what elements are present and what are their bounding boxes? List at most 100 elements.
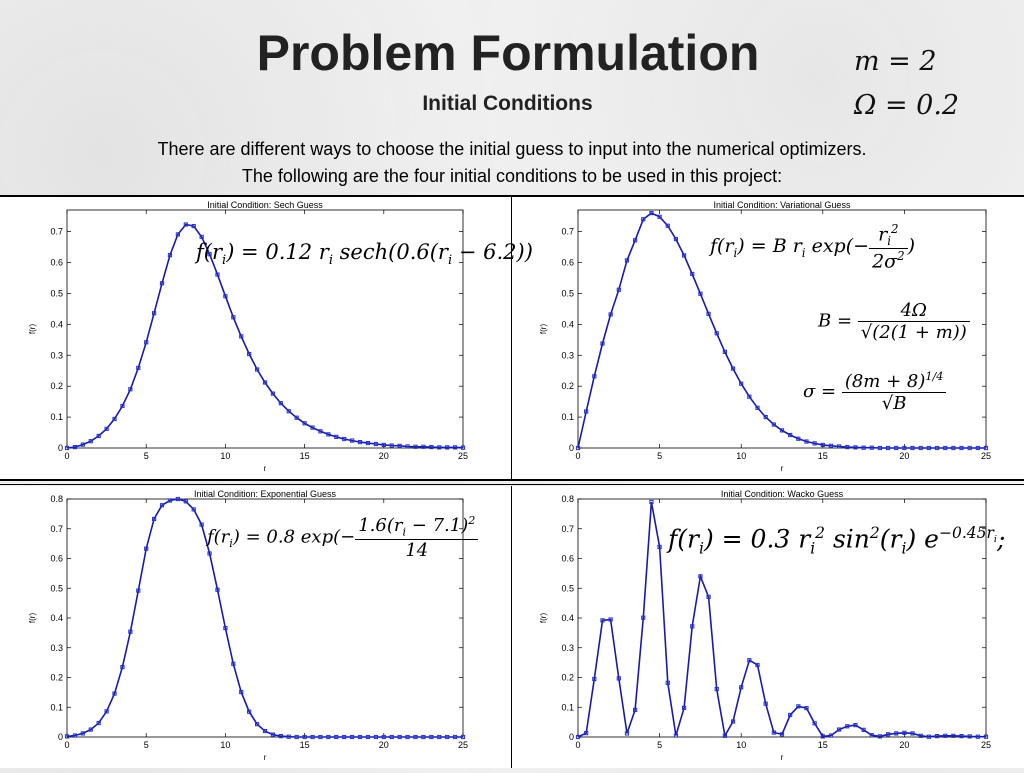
data-point [641,217,646,222]
data-point [804,439,809,444]
data-point [207,551,212,556]
data-point [959,445,964,451]
data-point [951,733,956,738]
data-point [820,734,825,739]
x-tick-label: 5 [144,451,149,461]
data-point [254,367,260,372]
data-point [96,433,101,439]
y-tick-label: 0.2 [50,673,63,683]
data-point [845,444,850,450]
middle-divider [0,479,1024,481]
data-point [584,409,589,414]
plot-area [577,209,987,449]
data-point [231,315,236,320]
y-tick-label: 0.8 [50,494,63,504]
data-point [365,440,371,446]
y-tick-label: 0 [58,732,63,742]
data-point [739,381,744,386]
data-point [167,253,173,258]
y-tick-label: 0.4 [50,613,63,623]
data-point [885,732,891,737]
data-point [334,434,339,439]
data-point [608,312,613,317]
data-point [820,442,825,448]
data-point [278,401,283,406]
y-tick-label: 0.5 [561,288,574,298]
y-axis-label: f(r) [28,324,37,335]
data-point [657,214,662,219]
x-axis-label: r [781,464,784,473]
param-m: m = 2 [854,46,937,77]
x-tick-label: 10 [220,740,230,750]
y-tick-label: 0.4 [561,613,574,623]
x-tick-label: 15 [300,740,310,750]
data-point [616,676,621,681]
data-point [389,443,394,448]
data-point [254,722,260,727]
data-point [452,445,458,450]
x-tick-label: 10 [736,451,746,461]
y-tick-label: 0.3 [561,643,574,653]
x-axis-label: r [264,464,267,473]
data-point [342,436,347,442]
data-point [918,733,923,738]
data-point [730,366,736,371]
data-point [373,441,378,447]
data-point [144,340,149,345]
data-point [926,734,931,739]
x-tick-label: 10 [736,740,746,750]
data-point [429,734,434,740]
data-point [967,445,972,451]
data-point [223,294,228,299]
vertical-divider-top [511,197,512,479]
data-point [600,341,605,346]
x-tick-label: 25 [981,451,991,461]
data-point [350,438,355,443]
data-point [934,445,940,451]
data-point [460,734,466,740]
data-point [943,733,948,738]
data-point [223,626,228,631]
data-point [894,731,899,736]
data-point [828,733,834,738]
data-point [247,709,252,714]
page-title: Problem Formulation [256,25,760,81]
data-point [231,661,236,666]
equation-variational: f(ri) = B ri exp(− ri2 2σ2) [710,222,916,273]
data-point [88,727,93,732]
data-point [861,445,866,450]
y-tick-label: 0.3 [561,350,574,360]
data-point [381,734,386,740]
x-axis-label: r [781,753,784,762]
data-point [861,727,866,732]
data-point [983,734,989,739]
data-point [247,351,252,357]
data-point [310,734,315,740]
data-point [730,719,736,724]
data-point [763,414,768,420]
data-point [342,734,347,740]
data-point [747,658,752,663]
series-line [66,498,463,738]
data-point [80,731,85,736]
data-point [926,445,931,451]
data-point [199,522,204,527]
data-point [128,629,133,634]
description: There are different ways to choose the i… [0,136,1024,190]
data-point [136,588,141,593]
data-point [853,445,858,450]
y-tick-label: 0.5 [561,583,574,593]
y-tick-label: 0.5 [50,583,63,593]
data-point [286,734,291,739]
data-point [616,287,621,292]
data-point [397,734,402,740]
data-point [657,544,662,549]
y-axis-label: f(r) [539,613,548,624]
data-point [877,445,883,451]
x-axis-label: r [264,753,267,762]
y-tick-label: 0.6 [561,554,574,564]
data-point [405,444,410,449]
data-point [445,734,450,740]
param-omega: Ω = 0.2 [854,90,960,121]
data-point [357,734,363,740]
